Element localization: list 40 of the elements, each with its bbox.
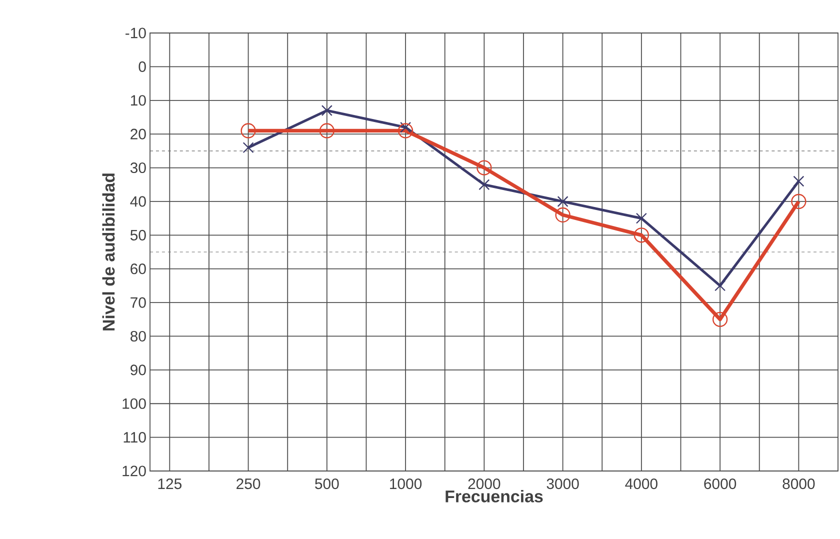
y-tick-label: 30 [130, 162, 146, 174]
point [240, 123, 256, 138]
point [714, 280, 726, 292]
point [712, 312, 728, 327]
y-tick-label: 80 [130, 330, 146, 342]
y-tick-label: 100 [122, 398, 146, 409]
y-axis-title: Nivel de audibilidad [102, 174, 115, 330]
x-tick-label: 6000 [704, 478, 736, 490]
point [242, 142, 254, 154]
point [791, 194, 806, 210]
y-tick-label: 0 [138, 61, 146, 72]
y-tick-label: -10 [126, 28, 146, 38]
point [398, 123, 414, 138]
point [793, 176, 804, 187]
y-tick-label: 20 [130, 128, 146, 140]
point [636, 212, 647, 224]
y-tick-label: 120 [122, 466, 146, 476]
y-tick-label: 110 [124, 432, 146, 443]
x-tick-label: 125 [158, 478, 182, 490]
y-tick-label: 70 [130, 297, 146, 308]
x-tick-label: 1000 [390, 478, 422, 490]
point [478, 179, 490, 190]
point [321, 104, 332, 116]
x-tick-label: 2000 [468, 478, 500, 490]
point [557, 196, 568, 207]
point [476, 160, 492, 176]
x-tick-label: 250 [236, 478, 260, 490]
x-tick-label: 8000 [782, 478, 815, 490]
point [319, 123, 334, 138]
y-tick-label: 40 [130, 196, 146, 207]
point [634, 228, 650, 243]
y-tick-label: 90 [130, 364, 146, 376]
x-tick-label: 4000 [625, 478, 658, 490]
x-tick-label: 500 [315, 478, 339, 490]
y-tick-label: 60 [130, 264, 146, 274]
y-tick-label: 10 [131, 95, 146, 106]
y-tick-label: 50 [130, 230, 146, 240]
x-axis-title: Frecuencias [446, 490, 543, 502]
x-tick-label: 3000 [546, 478, 579, 490]
point [555, 207, 570, 223]
